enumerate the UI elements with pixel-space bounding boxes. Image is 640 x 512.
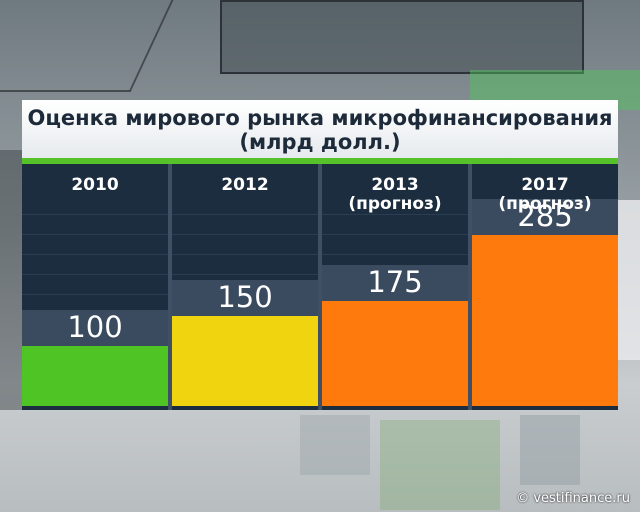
bg-shape (0, 150, 22, 410)
column-stripe (22, 214, 168, 215)
value-band (172, 280, 318, 316)
column-stripe (22, 234, 168, 235)
column-stripe (22, 274, 168, 275)
bg-shape (0, 0, 174, 92)
category-label: 2012 (221, 175, 269, 195)
value-label: 150 (217, 280, 273, 314)
chart-title-box: Оценка мирового рынка микрофинансировани… (22, 100, 618, 158)
value-band (322, 265, 468, 301)
column-stripe (322, 254, 468, 255)
bar (22, 346, 168, 406)
column-stripe (22, 294, 168, 295)
bg-shape (220, 0, 584, 74)
bar (472, 235, 618, 406)
bar-chart (22, 164, 618, 410)
chart-title: Оценка мирового рынка микрофинансировани… (27, 106, 613, 130)
column-stripe (172, 214, 318, 215)
chart-subtitle: (млрд долл.) (239, 130, 401, 154)
column-stripe (22, 254, 168, 255)
value-band (22, 310, 168, 346)
value-band (472, 199, 618, 235)
column-stripe (172, 234, 318, 235)
title-underline (22, 158, 618, 164)
column-stripe (172, 254, 318, 255)
bg-shape (380, 420, 500, 510)
category-label: 2017 (прогноз) (498, 175, 592, 214)
column-stripe (322, 214, 468, 215)
bar (322, 301, 468, 406)
value-label: 285 (517, 199, 573, 233)
value-label: 175 (367, 265, 423, 299)
bg-shape (520, 415, 580, 485)
column-stripe (172, 274, 318, 275)
bg-shape (300, 415, 370, 475)
value-label: 100 (67, 310, 123, 344)
category-label: 2010 (71, 175, 119, 195)
bar (172, 316, 318, 406)
footer-credit: © vestifinance.ru (516, 491, 630, 506)
chart-panel: 2010 100 2012 150 2013 (прогноз) 175 2017 (про… (22, 164, 618, 410)
category-label: 2013 (прогноз) (348, 175, 442, 214)
column-stripe (322, 234, 468, 235)
